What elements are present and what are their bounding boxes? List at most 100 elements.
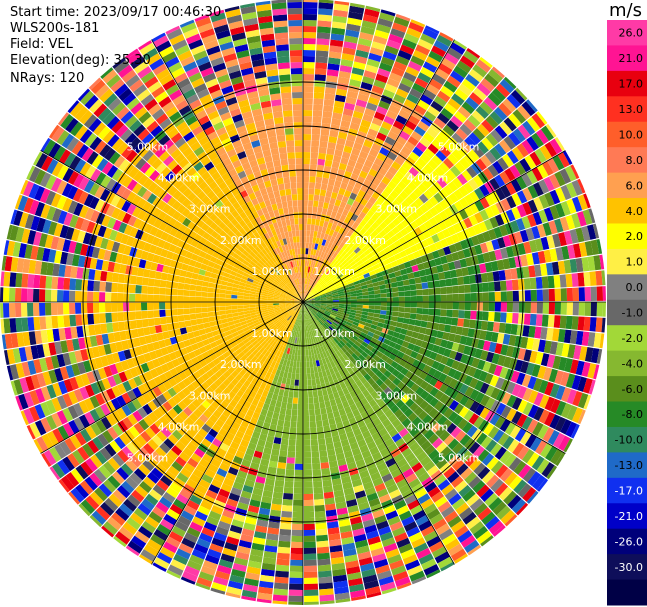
ray-gate	[350, 473, 361, 482]
ray-gate	[412, 146, 424, 158]
ray-gate	[341, 151, 351, 160]
ray-gate	[201, 291, 208, 297]
ray-gate	[490, 443, 503, 457]
ray-gate	[263, 447, 272, 455]
ray-gate	[320, 318, 326, 324]
ray-gate	[246, 473, 257, 482]
ray-gate	[504, 168, 516, 182]
ray-gate	[284, 334, 289, 341]
ray-gate	[278, 540, 291, 548]
ray-gate	[348, 234, 356, 242]
ray-gate	[405, 266, 414, 274]
ray-gate	[313, 315, 319, 322]
ray-gate	[224, 451, 235, 461]
ray-gate	[386, 297, 393, 302]
ray-gate	[473, 368, 483, 380]
ray-gate	[303, 158, 311, 165]
ray-gate	[80, 461, 94, 476]
ray-gate	[398, 82, 412, 94]
ray-gate	[502, 153, 514, 168]
ray-gate	[259, 382, 267, 390]
ray-gate	[343, 272, 350, 278]
ray-gate	[309, 164, 317, 171]
ray-gate	[458, 83, 473, 97]
ray-gate	[405, 66, 420, 78]
ray-gate	[590, 286, 597, 301]
ray-gate	[499, 468, 513, 482]
ray-gate	[403, 408, 414, 418]
ray-gate	[231, 290, 238, 296]
ray-gate	[309, 318, 313, 325]
ray-gate	[256, 289, 263, 294]
ray-gate	[402, 279, 410, 286]
ray-gate	[392, 331, 401, 339]
ray-gate	[289, 385, 295, 392]
ray-gate	[153, 294, 160, 302]
ray-gate	[133, 422, 145, 435]
ray-gate	[314, 283, 319, 289]
ray-gate	[229, 524, 243, 534]
ray-gate	[315, 62, 328, 70]
ray-gate	[565, 421, 578, 438]
ray-gate	[264, 397, 272, 405]
ray-gate	[389, 190, 399, 200]
ray-gate	[319, 134, 329, 142]
ray-gate	[21, 317, 29, 332]
ray-gate	[169, 367, 179, 377]
ray-gate	[197, 505, 211, 516]
ray-gate	[99, 281, 107, 292]
ray-gate	[397, 180, 407, 191]
ray-gate	[219, 366, 228, 375]
ray-gate	[426, 535, 441, 548]
ray-gate	[432, 344, 440, 354]
ray-gate	[101, 214, 111, 227]
ray-gate	[271, 340, 277, 348]
ray-gate	[233, 319, 241, 325]
ray-gate	[462, 345, 472, 356]
ray-gate	[325, 309, 332, 313]
ray-gate	[352, 221, 360, 229]
ray-gate	[219, 302, 226, 307]
ray-gate	[103, 343, 112, 355]
ray-gate	[267, 466, 277, 474]
ray-gate	[311, 212, 317, 219]
ray-gate	[112, 219, 122, 232]
ray-gate	[231, 386, 240, 395]
ray-gate	[225, 306, 232, 311]
ray-gate	[349, 78, 362, 88]
ray-gate	[314, 68, 327, 76]
ray-gate	[408, 278, 416, 285]
ray-gate	[303, 110, 313, 117]
ray-gate	[419, 213, 429, 224]
ray-gate	[469, 319, 477, 329]
ray-gate	[160, 363, 170, 373]
ray-gate	[222, 409, 232, 418]
ray-gate	[336, 239, 342, 247]
ray-gate	[329, 333, 336, 340]
ray-gate	[326, 306, 333, 310]
ray-gate	[320, 251, 325, 259]
ray-gate	[315, 359, 321, 367]
ray-gate	[411, 416, 422, 427]
ray-gate	[516, 176, 528, 190]
ray-gate	[371, 347, 379, 355]
ray-gate	[371, 163, 381, 172]
ray-gate	[339, 321, 346, 326]
ray-gate	[361, 206, 370, 215]
ray-gate	[514, 231, 524, 244]
ray-gate	[286, 463, 295, 470]
ray-gate	[123, 224, 133, 236]
ray-gate	[458, 185, 469, 197]
ray-gate	[67, 453, 80, 468]
ray-gate	[183, 505, 197, 516]
ray-gate	[256, 336, 263, 343]
ray-gate	[356, 326, 364, 332]
ray-gate	[230, 328, 238, 334]
ray-gate	[480, 394, 491, 407]
ray-gate	[246, 375, 254, 383]
ray-gate	[305, 290, 308, 297]
ray-gate	[114, 362, 124, 373]
ray-gate	[307, 305, 314, 310]
ray-gate	[231, 331, 239, 338]
ray-gate	[172, 275, 180, 283]
